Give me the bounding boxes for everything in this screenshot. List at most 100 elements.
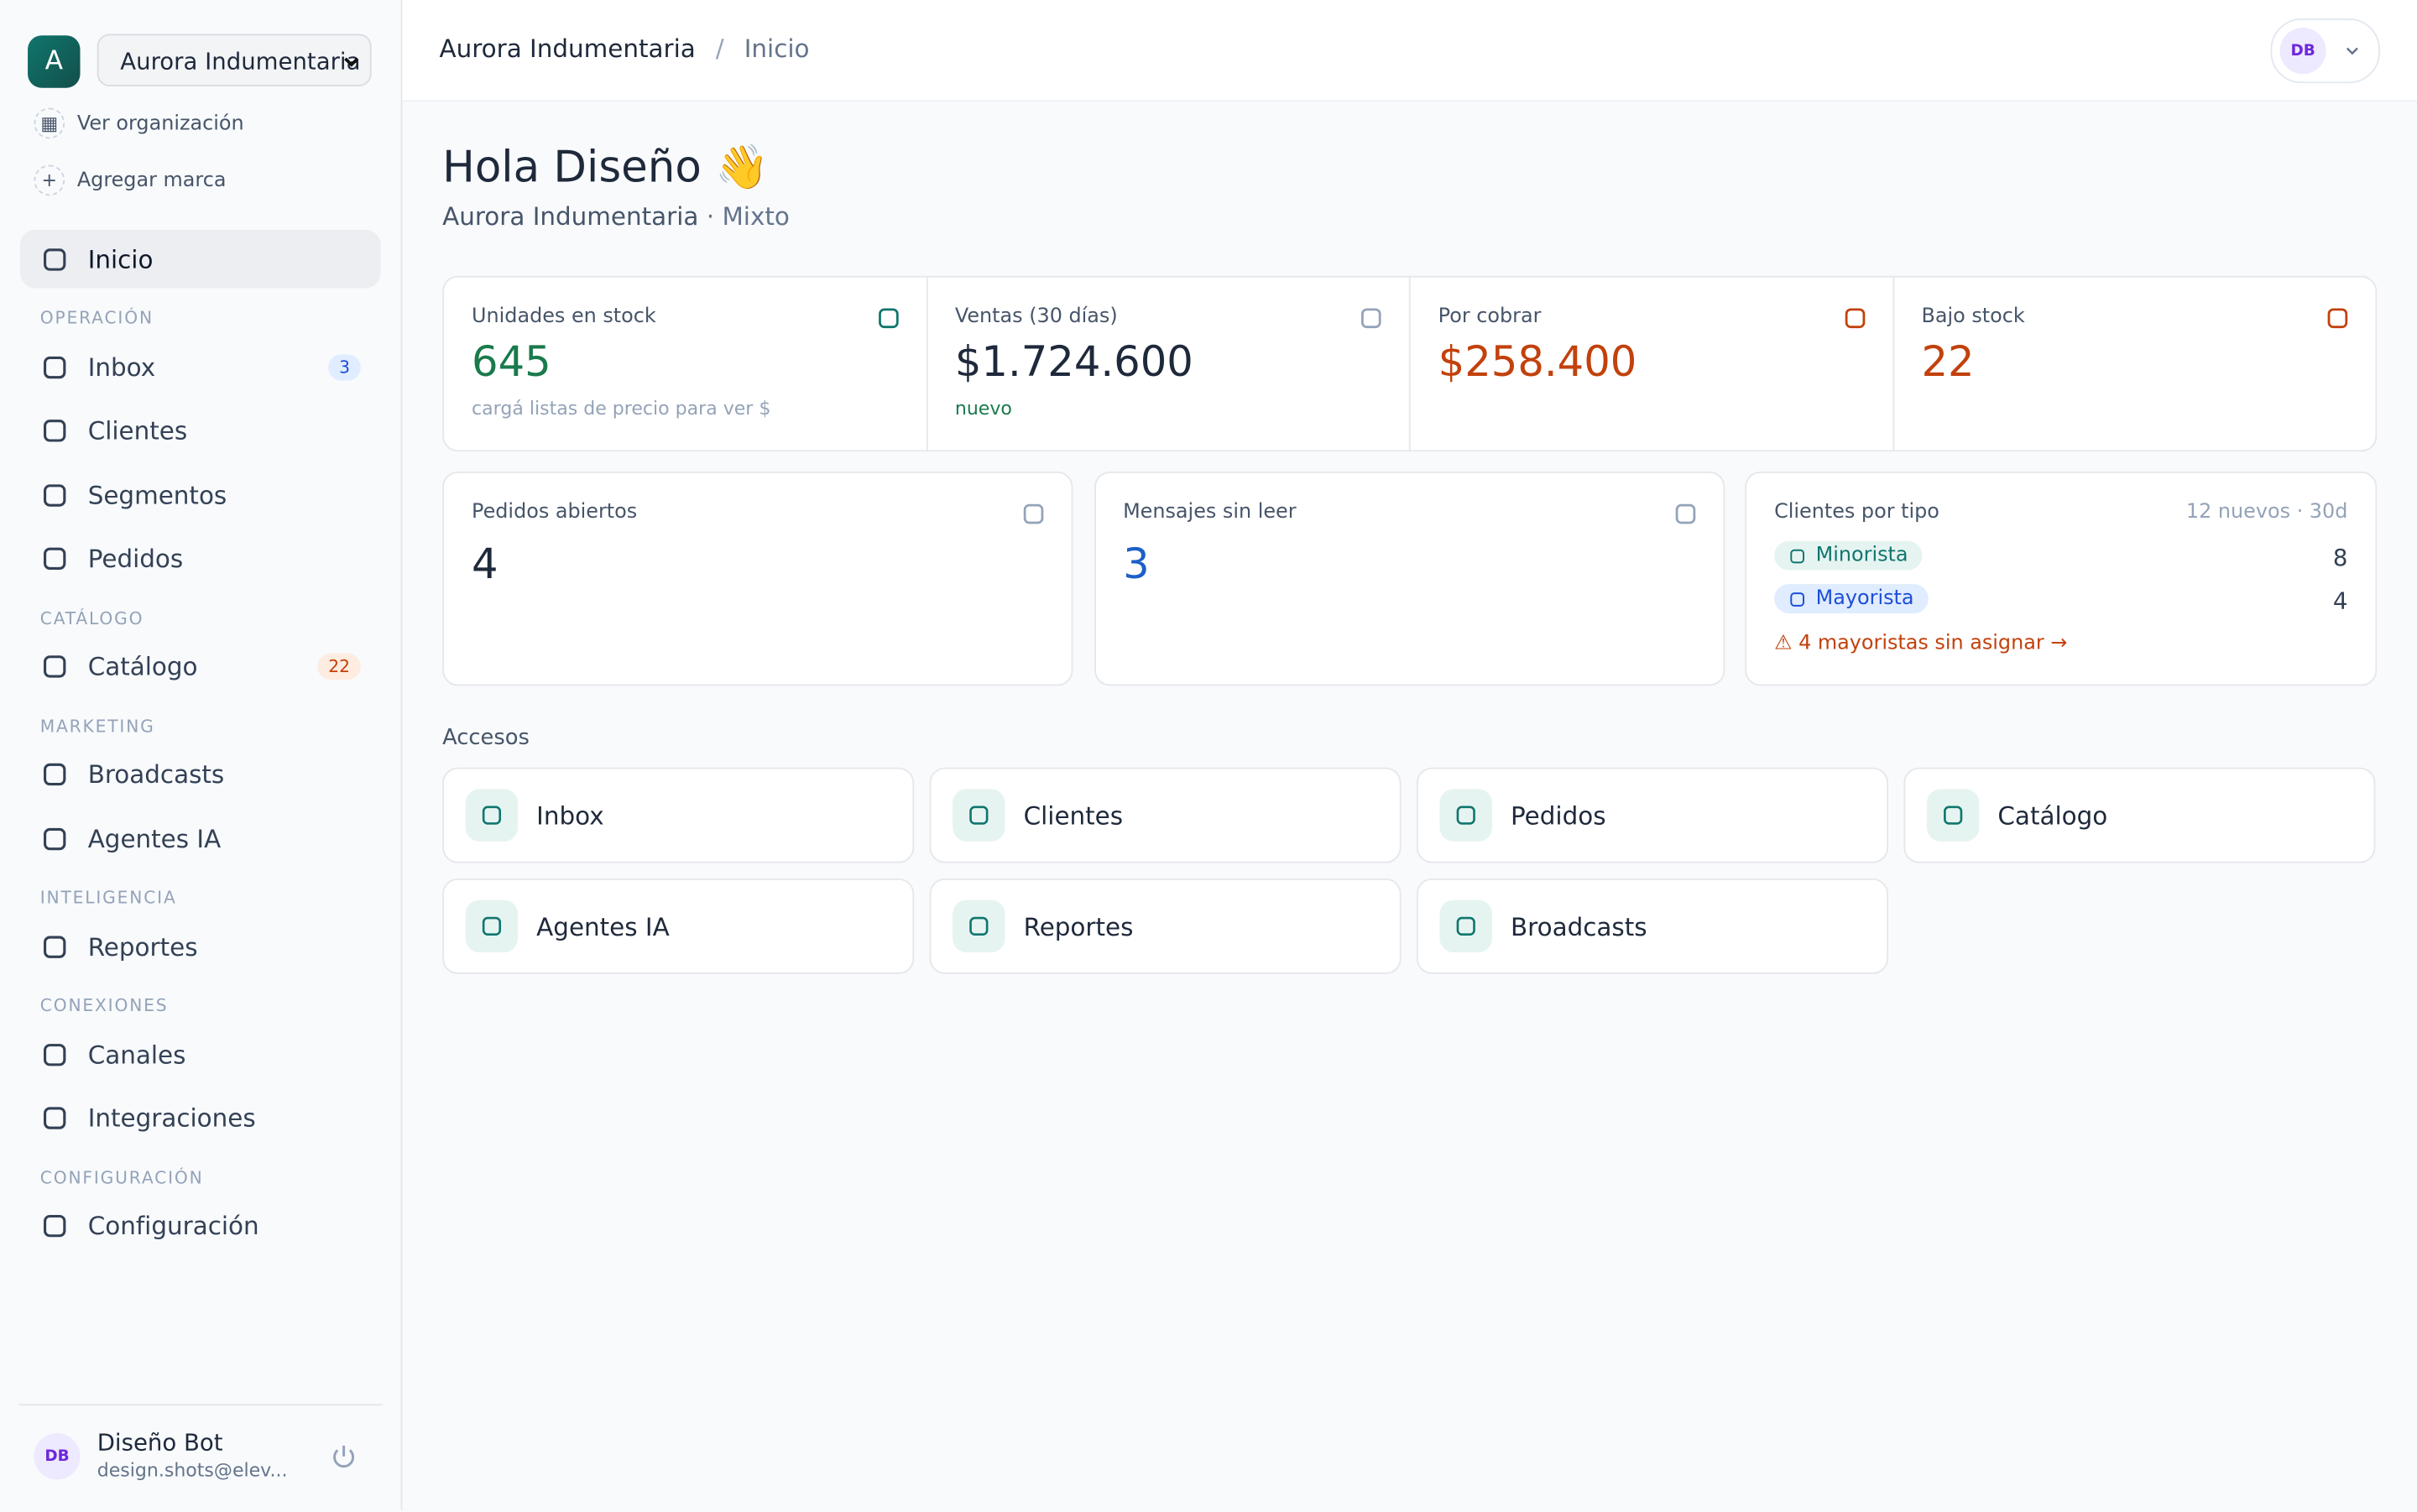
- org-link[interactable]: + Agregar marca: [34, 164, 226, 196]
- icon: [1790, 548, 1804, 563]
- icon: [44, 1214, 66, 1238]
- icon: [1844, 308, 1865, 329]
- icon: [1360, 308, 1381, 329]
- access-card[interactable]: Broadcasts: [1416, 878, 1889, 974]
- access-card[interactable]: Reportes: [929, 878, 1402, 974]
- nav-item[interactable]: Pedidos: [20, 529, 381, 588]
- icon: [44, 763, 66, 786]
- access-card[interactable]: Inbox: [442, 767, 915, 863]
- account-menu[interactable]: DB: [2270, 18, 2380, 84]
- icon: [44, 827, 66, 850]
- org-link[interactable]: ▦ Ver organización: [34, 107, 244, 139]
- stat-label: Bajo stock: [1921, 305, 2025, 329]
- org-name: Aurora Indumentaria: [442, 201, 699, 232]
- icon: [1456, 916, 1475, 936]
- org-logo: A: [28, 35, 81, 88]
- type-count: 4: [2332, 587, 2348, 615]
- logout-button[interactable]: [330, 1442, 358, 1470]
- nav-heading: CATÁLOGO: [39, 607, 144, 628]
- nav-label: Inicio: [87, 244, 154, 274]
- breadcrumb-item: Inicio: [744, 34, 810, 64]
- icon: [44, 935, 66, 957]
- nav-heading: INTELIGENCIA: [39, 887, 177, 908]
- access-icon: [465, 789, 519, 842]
- panel-card: Pedidos abiertos 4: [442, 472, 1073, 686]
- access-icon: [953, 899, 1005, 953]
- icon: [1023, 503, 1044, 524]
- org-name: Aurora Indumentaria: [120, 47, 361, 76]
- user-email: design.shots@elev...: [97, 1459, 288, 1482]
- nav-label: Pedidos: [87, 544, 184, 574]
- nav-item[interactable]: Inbox 3: [20, 337, 381, 396]
- stat-value: $1.724.600: [954, 339, 1193, 388]
- org-link-label: Ver organización: [76, 112, 244, 135]
- access-icon: [1439, 899, 1492, 953]
- nav-badge: 3: [328, 353, 361, 380]
- main: Aurora Indumentaria / Inicio DB Hola Dis…: [402, 0, 2417, 1510]
- stat-value: $258.400: [1438, 339, 1637, 388]
- nav-item[interactable]: Inicio: [19, 229, 381, 289]
- icon: [44, 1107, 66, 1129]
- nav-item[interactable]: Catálogo 22: [20, 637, 381, 696]
- panel-card: Mensajes sin leer 3: [1094, 472, 1725, 686]
- nav-item[interactable]: Configuración: [20, 1197, 381, 1255]
- nav-item[interactable]: Canales: [20, 1025, 381, 1083]
- access-icon: [953, 789, 1005, 842]
- nav-item[interactable]: Agentes IA: [20, 809, 381, 868]
- icon: [878, 308, 898, 329]
- nav-label: Segmentos: [87, 480, 227, 510]
- sidebar: A Aurora Indumentaria ▦ Ver organización …: [0, 0, 403, 1512]
- access-icon: [465, 899, 519, 953]
- nav-item[interactable]: Broadcasts: [20, 745, 381, 804]
- access-icon: [1439, 789, 1492, 842]
- nav-label: Configuración: [87, 1211, 259, 1241]
- header: Aurora Indumentaria / Inicio DB: [402, 0, 2417, 102]
- stat-label: Unidades en stock: [472, 305, 656, 329]
- nav: Inicio OPERACIÓN Inbox 3 Clientes Segmentos Pe…: [19, 229, 381, 1261]
- type-name: Minorista: [1815, 544, 1908, 567]
- warning-link[interactable]: ⚠ 4 mayoristas sin asignar →: [1774, 632, 2068, 655]
- nav-badge: 22: [317, 653, 361, 680]
- access-icon: [1926, 789, 1980, 842]
- nav-item[interactable]: Segmentos: [20, 466, 381, 524]
- nav-label: Broadcasts: [87, 759, 225, 790]
- icon: +: [34, 164, 65, 196]
- access-label: Broadcasts: [1511, 911, 1647, 941]
- panel-value: 4: [472, 540, 499, 589]
- access-label: Agentes IA: [536, 911, 670, 941]
- nav-item[interactable]: Reportes: [20, 917, 381, 976]
- panel-label: Clientes por tipo: [1774, 500, 1939, 524]
- icon: [969, 806, 989, 825]
- org-select[interactable]: Aurora Indumentaria: [97, 34, 372, 86]
- user-name: Diseño Bot: [97, 1428, 223, 1457]
- access-label: Reportes: [1023, 911, 1134, 941]
- type-pill: Mayorista: [1774, 584, 1929, 614]
- nav-label: Catálogo: [87, 651, 198, 681]
- type-name: Mayorista: [1815, 587, 1914, 611]
- icon: [1790, 592, 1804, 606]
- nav-item[interactable]: Integraciones: [20, 1089, 381, 1148]
- icon: [44, 248, 66, 270]
- panel-value: 3: [1123, 540, 1150, 589]
- icon: [2327, 308, 2348, 329]
- breadcrumb-item[interactable]: Aurora Indumentaria: [439, 34, 696, 64]
- breadcrumb: Aurora Indumentaria / Inicio: [439, 34, 809, 63]
- access-card[interactable]: Pedidos: [1416, 767, 1889, 863]
- access-label: Pedidos: [1511, 800, 1606, 831]
- access-card[interactable]: Agentes IA: [442, 878, 915, 974]
- icon: [44, 655, 66, 678]
- access-card[interactable]: Catálogo: [1903, 767, 2376, 863]
- icon: [44, 355, 66, 378]
- nav-item[interactable]: Clientes: [20, 401, 381, 460]
- icon: [1944, 806, 1963, 825]
- access-card[interactable]: Clientes: [929, 767, 1402, 863]
- user: DB Diseño Bot design.shots@elev...: [18, 1404, 383, 1512]
- type-count: 8: [2332, 544, 2348, 572]
- greeting-title: Hola Diseño 👋: [442, 141, 770, 193]
- panel-label: Pedidos abiertos: [472, 500, 638, 524]
- nav-label: Canales: [87, 1039, 186, 1069]
- icon: [44, 420, 66, 442]
- access-label: Catálogo: [1997, 800, 2108, 831]
